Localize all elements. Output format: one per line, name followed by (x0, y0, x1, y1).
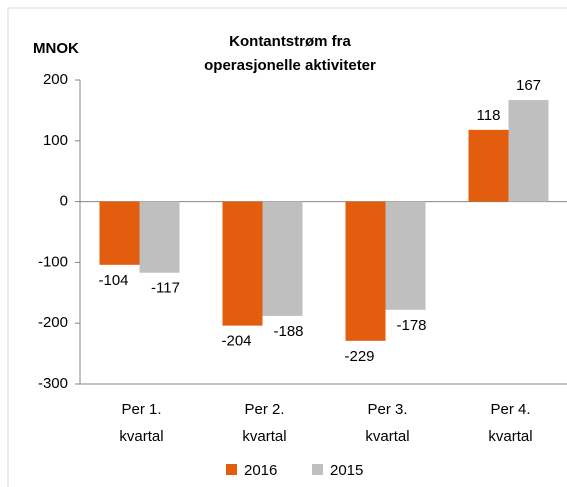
legend-label: 2016 (244, 462, 277, 479)
data-label: -188 (273, 323, 303, 340)
bar (385, 201, 426, 310)
chart-title: Kontantstrøm fra operasjonelle aktivitet… (204, 33, 376, 74)
bar (222, 201, 263, 326)
bar (508, 100, 549, 202)
x-tick-label: Per 1. kvartal (119, 401, 164, 445)
y-tick-label: -300 (38, 375, 68, 392)
x-tick-label: Per 2. kvartal (242, 401, 287, 445)
bar (345, 201, 386, 341)
y-axis-label: MNOK (33, 40, 79, 57)
data-label: -104 (98, 272, 128, 289)
x-tick-label: Per 4. kvartal (488, 401, 533, 445)
bar (262, 201, 303, 316)
frame (7, 7, 567, 487)
data-label: 167 (516, 77, 541, 94)
bar (468, 129, 509, 202)
data-label: 118 (477, 107, 501, 124)
bar (99, 201, 140, 265)
legend-swatch (312, 464, 323, 475)
data-label: -204 (221, 333, 251, 350)
bar (139, 201, 180, 273)
y-tick-label: 100 (43, 132, 68, 149)
y-tick-label: -100 (38, 253, 68, 270)
data-label: -178 (396, 317, 426, 334)
data-label: -229 (344, 348, 374, 365)
y-tick-label: 0 (60, 193, 68, 210)
data-label: -117 (151, 280, 180, 297)
legend-swatch (226, 464, 237, 475)
y-tick-label: 200 (43, 71, 68, 88)
x-tick-label: Per 3. kvartal (365, 401, 410, 445)
legend-label: 2015 (330, 462, 363, 479)
y-tick-label: -200 (38, 314, 68, 331)
